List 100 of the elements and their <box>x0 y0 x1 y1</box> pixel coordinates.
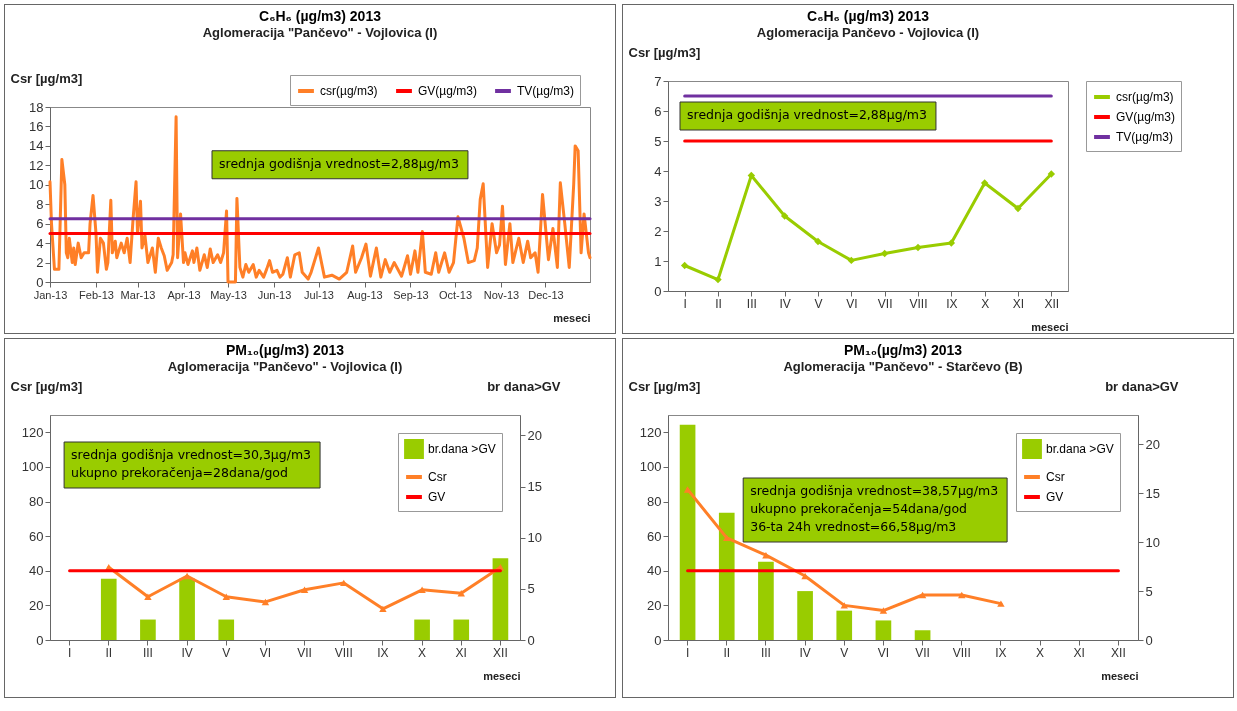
y2-tick-label: 5 <box>527 581 535 597</box>
x-tick-label: VI <box>259 645 272 660</box>
x-tick-label: Dec-13 <box>528 288 564 301</box>
legend-label: GV(µg/m3) <box>1116 110 1175 124</box>
y-tick-label: 6 <box>36 216 44 232</box>
chart-title: C₆H₆ (µg/m3) 2013 <box>807 8 930 24</box>
y-tick-label: 5 <box>654 133 662 149</box>
x-tick-label: IX <box>995 645 1007 660</box>
bar <box>875 620 892 640</box>
x-tick-label: XII <box>493 645 508 660</box>
annotation: ukupno prekoračenja=28dana/god <box>71 465 288 480</box>
x-tick-label: IV <box>779 296 791 311</box>
x-tick-label: IX <box>946 296 958 311</box>
point <box>880 249 889 258</box>
x-tick-label: II <box>723 645 731 660</box>
point <box>183 572 191 580</box>
point <box>714 275 722 284</box>
x-tick-label: V <box>814 296 823 311</box>
annotation: srednja godišnja vrednost=38,57µg/m3 <box>750 483 999 498</box>
x-axis-title: meseci <box>483 669 521 682</box>
point <box>1014 204 1022 213</box>
y2-axis-title: br dana>GV <box>487 378 561 394</box>
x-tick-label: Sep-13 <box>393 288 429 301</box>
x-tick-label: Jun-13 <box>257 288 292 301</box>
y-tick-label: 40 <box>29 563 44 579</box>
point <box>723 534 731 542</box>
bar <box>414 619 430 640</box>
y-tick-label: 4 <box>36 235 44 251</box>
point <box>801 572 809 580</box>
y-tick-label: 3 <box>654 193 662 209</box>
y2-tick-label: 10 <box>1145 534 1160 550</box>
y-tick-label: 120 <box>21 424 44 440</box>
bar <box>179 578 195 640</box>
y-tick-label: 100 <box>639 459 662 475</box>
point <box>747 171 756 180</box>
y2-tick-label: 10 <box>527 530 542 546</box>
point <box>914 243 922 252</box>
point <box>879 607 888 614</box>
x-tick-label: X <box>418 645 427 660</box>
point <box>814 237 822 246</box>
x-tick-label: IX <box>377 645 389 660</box>
point <box>780 212 789 220</box>
y-tick-label: 18 <box>29 99 44 115</box>
x-tick-label: VI <box>877 645 890 660</box>
legend-label: csr(µg/m3) <box>320 84 378 98</box>
point <box>847 256 856 265</box>
x-axis-title: meseci <box>1101 669 1139 682</box>
legend-label: TV(µg/m3) <box>1116 130 1173 144</box>
y-tick-label: 4 <box>654 163 662 179</box>
y-axis-title: Csr [µg/m3] <box>10 70 83 86</box>
point <box>997 600 1005 607</box>
chart-title: C₆H₆ (µg/m3) 2013 <box>259 8 382 24</box>
x-tick-label: Oct-13 <box>438 288 473 301</box>
y2-tick-label: 0 <box>1145 632 1153 648</box>
bar <box>218 619 235 640</box>
x-tick-label: III <box>760 645 771 660</box>
x-tick-label: XI <box>1012 296 1025 311</box>
y-tick-label: 60 <box>647 528 662 544</box>
annotation: ukupno prekoračenja=54dana/god <box>750 501 968 516</box>
x-tick-label: VII <box>877 296 893 311</box>
x-tick-label: VIII <box>952 645 971 660</box>
x-tick-label: Apr-13 <box>167 288 201 301</box>
point <box>980 179 989 187</box>
legend-label: GV <box>428 490 446 504</box>
point <box>379 605 387 613</box>
x-tick-label: IV <box>799 645 811 660</box>
x-tick-label: Jul-13 <box>304 288 334 301</box>
bar <box>797 591 813 640</box>
bar <box>100 578 117 640</box>
annotation: 36-ta 24h vrednost=66,58µg/m3 <box>750 519 957 534</box>
point <box>300 586 309 594</box>
y-tick-label: 0 <box>654 632 662 648</box>
point <box>144 593 152 600</box>
y2-tick-label: 20 <box>1145 436 1160 452</box>
y-tick-label: 2 <box>36 255 44 271</box>
legend-label: Csr <box>1046 470 1065 484</box>
x-tick-label: V <box>222 645 231 660</box>
x-tick-label: XI <box>1073 645 1085 660</box>
y2-axis-title: br dana>GV <box>1105 378 1179 394</box>
chart-subtitle: Aglomeracija "Pančevo" - Starčevo (B) <box>783 359 1023 374</box>
bar <box>836 610 853 640</box>
bar <box>492 558 509 640</box>
y-tick-label: 0 <box>654 283 662 299</box>
x-tick-label: I <box>685 645 690 660</box>
x-tick-label: XII <box>1044 296 1060 311</box>
point <box>680 261 689 270</box>
legend-label: br.dana >GV <box>428 442 496 456</box>
chart-subtitle: Aglomeracija "Pančevo" - Vojlovica (I) <box>202 25 438 40</box>
y-tick-label: 120 <box>639 424 662 440</box>
y-tick-label: 8 <box>36 196 44 212</box>
x-tick-label: III <box>142 645 153 660</box>
legend-label: GV(µg/m3) <box>418 84 477 98</box>
annotation: srednja godišnja vrednost=2,88µg/m3 <box>687 107 927 122</box>
x-tick-label: X <box>1036 645 1045 660</box>
y-tick-label: 1 <box>654 253 662 269</box>
x-axis-title: meseci <box>1031 320 1069 333</box>
x-tick-label: II <box>715 296 722 311</box>
x-tick-label: VIII <box>909 296 928 311</box>
point <box>261 598 270 606</box>
x-tick-label: May-13 <box>210 288 247 301</box>
